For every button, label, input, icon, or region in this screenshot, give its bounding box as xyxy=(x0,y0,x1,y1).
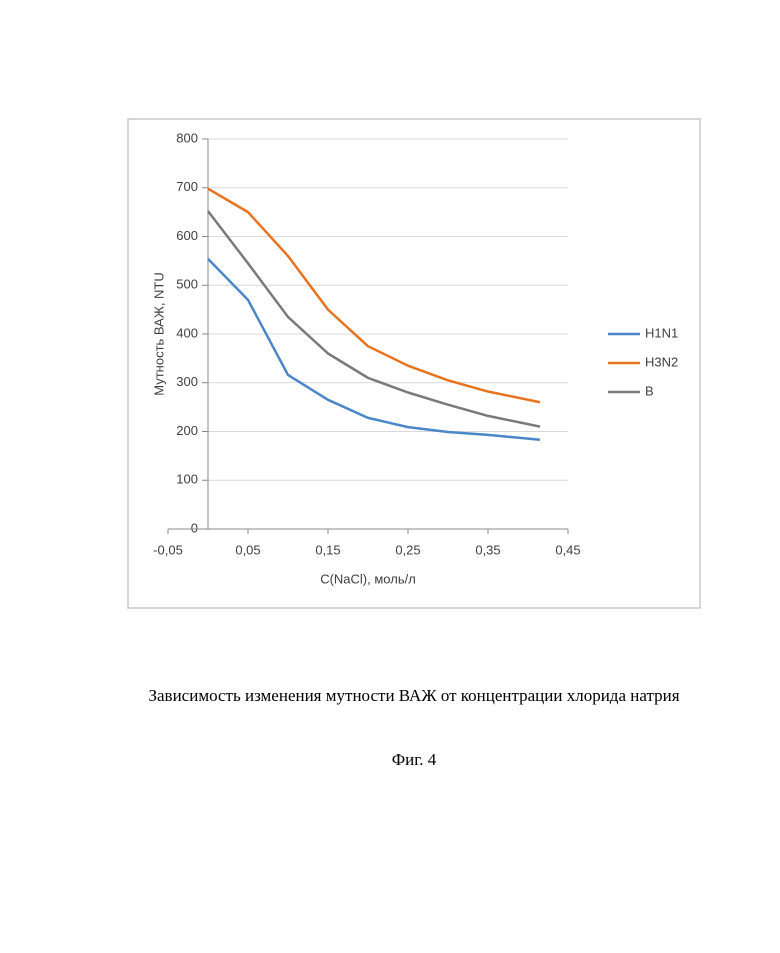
y-tick-label: 200 xyxy=(176,423,198,438)
y-tick-label: 400 xyxy=(176,325,198,340)
y-tick-label: 800 xyxy=(176,130,198,145)
x-tick-label: 0,25 xyxy=(395,542,420,557)
x-tick-label: 0,45 xyxy=(555,542,580,557)
page-canvas: 0 100 200 300 400 500 600 700 800 -0,05 0,05 0,15 0,… xyxy=(0,0,780,953)
x-tick-label: 0,15 xyxy=(315,542,340,557)
y-tick-label: 700 xyxy=(176,179,198,194)
legend-label: H3N2 xyxy=(645,354,678,369)
y-tick-label: 0 xyxy=(191,520,198,535)
page: {"chart_data": {"type": "line", "x_label… xyxy=(0,0,780,953)
y-tick-label: 600 xyxy=(176,228,198,243)
x-tick-label: 0,35 xyxy=(475,542,500,557)
legend-label: H1N1 xyxy=(645,325,678,340)
x-tick-label: -0,05 xyxy=(153,542,183,557)
y-tick-label: 300 xyxy=(176,374,198,389)
x-axis-label: C(NaCl), моль/л xyxy=(320,571,416,586)
caption: Зависимость изменения мутности ВАЖ от ко… xyxy=(148,686,679,705)
y-axis-label: Мутность ВАЖ, NTU xyxy=(151,272,166,396)
x-tick-label: 0,05 xyxy=(235,542,260,557)
figure-label: Фиг. 4 xyxy=(392,750,437,769)
y-tick-label: 500 xyxy=(176,277,198,292)
legend-label: B xyxy=(645,383,654,398)
y-tick-label: 100 xyxy=(176,472,198,487)
